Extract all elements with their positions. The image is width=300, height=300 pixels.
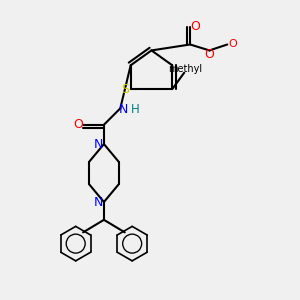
Text: N: N [119,103,128,116]
Text: O: O [74,118,84,131]
Text: N: N [94,138,104,151]
Text: N: N [94,196,104,208]
Text: methyl: methyl [169,64,203,74]
Text: O: O [190,20,200,33]
Text: O: O [228,40,237,50]
Text: H: H [131,103,140,116]
Text: S: S [121,82,129,96]
Text: O: O [205,48,214,62]
